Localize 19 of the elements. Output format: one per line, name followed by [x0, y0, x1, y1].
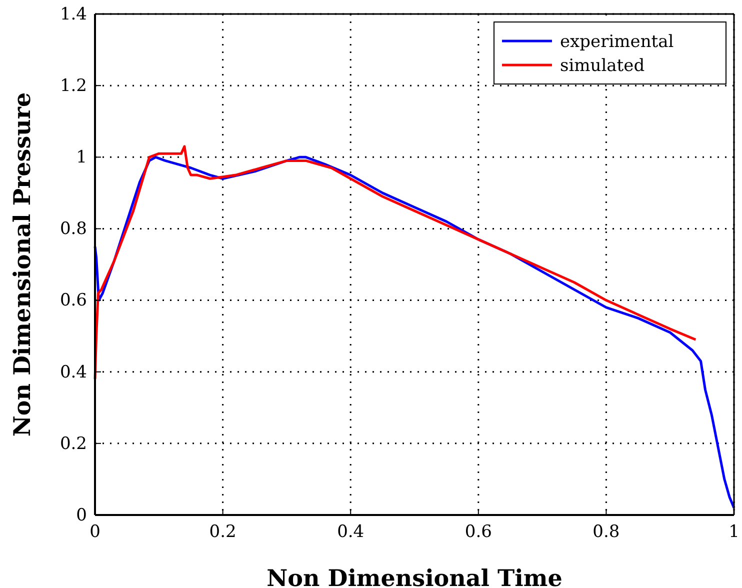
y-tick-label: 0: [76, 505, 87, 526]
y-tick-label: 0.6: [60, 290, 87, 311]
y-tick-label: 0.2: [60, 434, 87, 454]
y-tick-label: 1.4: [60, 4, 87, 24]
x-tick-label: 0.2: [209, 522, 236, 542]
y-tick-label: 0.8: [60, 219, 87, 240]
x-tick-label: 0.6: [464, 522, 492, 542]
y-axis-title: Non Dimensional Pressure: [9, 92, 36, 437]
y-tick-label: 1.2: [60, 76, 87, 96]
x-tick-label: 0: [90, 522, 100, 542]
x-tick-label: 1: [728, 522, 740, 542]
x-tick-label: 0.8: [592, 522, 620, 542]
x-axis-title: Non Dimensional Time: [266, 565, 562, 588]
y-tick-label: 0.4: [60, 362, 87, 382]
y-tick-label: 1: [76, 148, 87, 168]
line-series: [94, 145, 697, 380]
legend-label: experimental: [560, 32, 674, 52]
x-tick-label: 0.4: [337, 522, 364, 542]
legend-label: simulated: [560, 56, 645, 76]
